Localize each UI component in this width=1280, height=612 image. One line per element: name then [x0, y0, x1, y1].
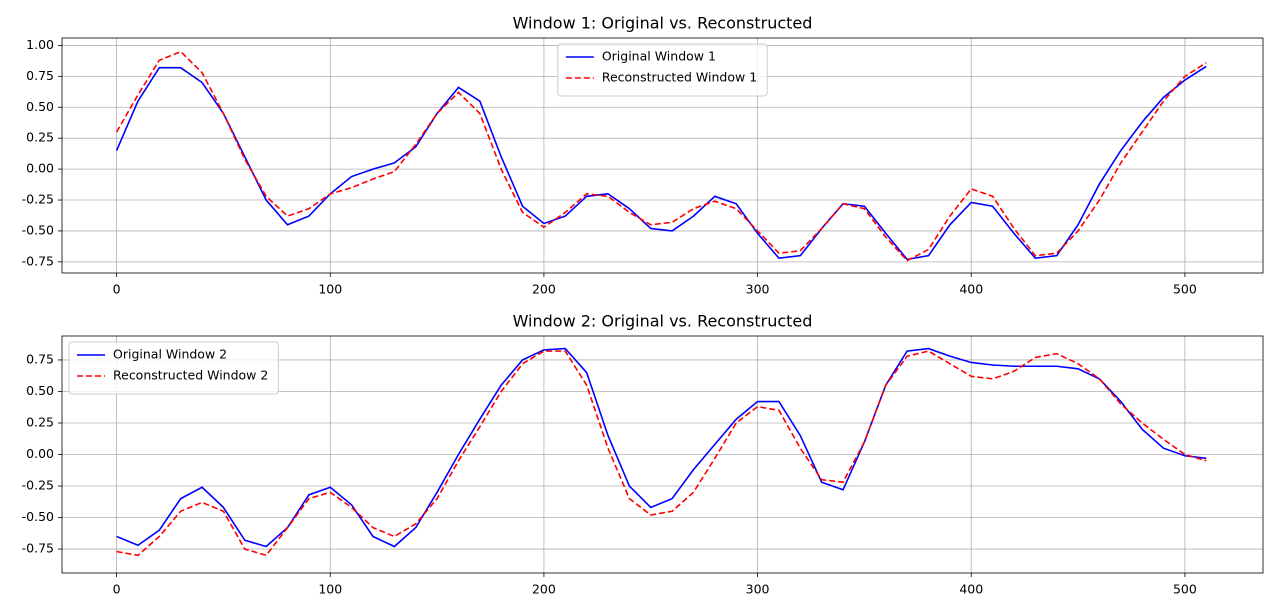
chart-title: Window 1: Original vs. Reconstructed: [513, 14, 813, 33]
legend-label: Original Window 1: [602, 49, 716, 64]
y-tick-label: -0.75: [22, 541, 54, 556]
data-line: [115, 50, 1207, 262]
y-tick-label: -0.50: [22, 509, 54, 524]
y-tick-label: 0.50: [26, 99, 54, 114]
x-tick-label: 500: [1173, 582, 1197, 597]
subplot: Window 1: Original vs. Reconstructed 0 100…: [22, 14, 1264, 297]
legend: Original Window 1 Reconstructed Window 1: [557, 43, 768, 97]
x-tick-label: 300: [746, 582, 770, 597]
x-tick-label: 100: [318, 282, 342, 297]
legend: Original Window 2 Reconstructed Window 2: [68, 341, 279, 395]
subplot: Window 2: Original vs. Reconstructed 0 100…: [22, 312, 1264, 597]
y-tick-label: -0.75: [22, 253, 54, 268]
plot-frame: [61, 37, 1264, 274]
x-tick-label: 500: [1173, 282, 1197, 297]
y-tick-label: 0.25: [26, 414, 54, 429]
x-tick-label: 0: [113, 282, 121, 297]
chart-title: Window 2: Original vs. Reconstructed: [513, 312, 813, 331]
x-tick-label: 200: [532, 282, 556, 297]
data-line: [116, 347, 1207, 548]
legend-label: Reconstructed Window 1: [602, 70, 757, 85]
y-tick-label: -0.25: [22, 192, 54, 207]
y-tick-label: 0.75: [26, 351, 54, 366]
x-tick-label: 400: [959, 582, 983, 597]
x-tick-label: 300: [746, 282, 770, 297]
y-tick-label: 1.00: [26, 37, 54, 52]
y-tick-label: -0.25: [22, 478, 54, 493]
data-line: [116, 350, 1207, 557]
y-tick-label: 0.00: [26, 161, 54, 176]
data-line: [115, 65, 1207, 261]
x-tick-label: 200: [532, 582, 556, 597]
y-tick-label: 0.50: [26, 383, 54, 398]
y-tick-label: 0.00: [26, 446, 54, 461]
y-tick-label: 0.75: [26, 68, 54, 83]
legend-label: Reconstructed Window 2: [113, 368, 268, 383]
legend-label: Original Window 2: [113, 347, 227, 362]
x-tick-label: 400: [959, 282, 983, 297]
legend-box: [557, 43, 768, 97]
plot-frame: [61, 335, 1264, 574]
y-tick-label: -0.50: [22, 222, 54, 237]
x-tick-label: 0: [113, 582, 121, 597]
y-tick-label: 0.25: [26, 130, 54, 145]
x-tick-label: 100: [318, 582, 342, 597]
legend-box: [68, 341, 279, 395]
